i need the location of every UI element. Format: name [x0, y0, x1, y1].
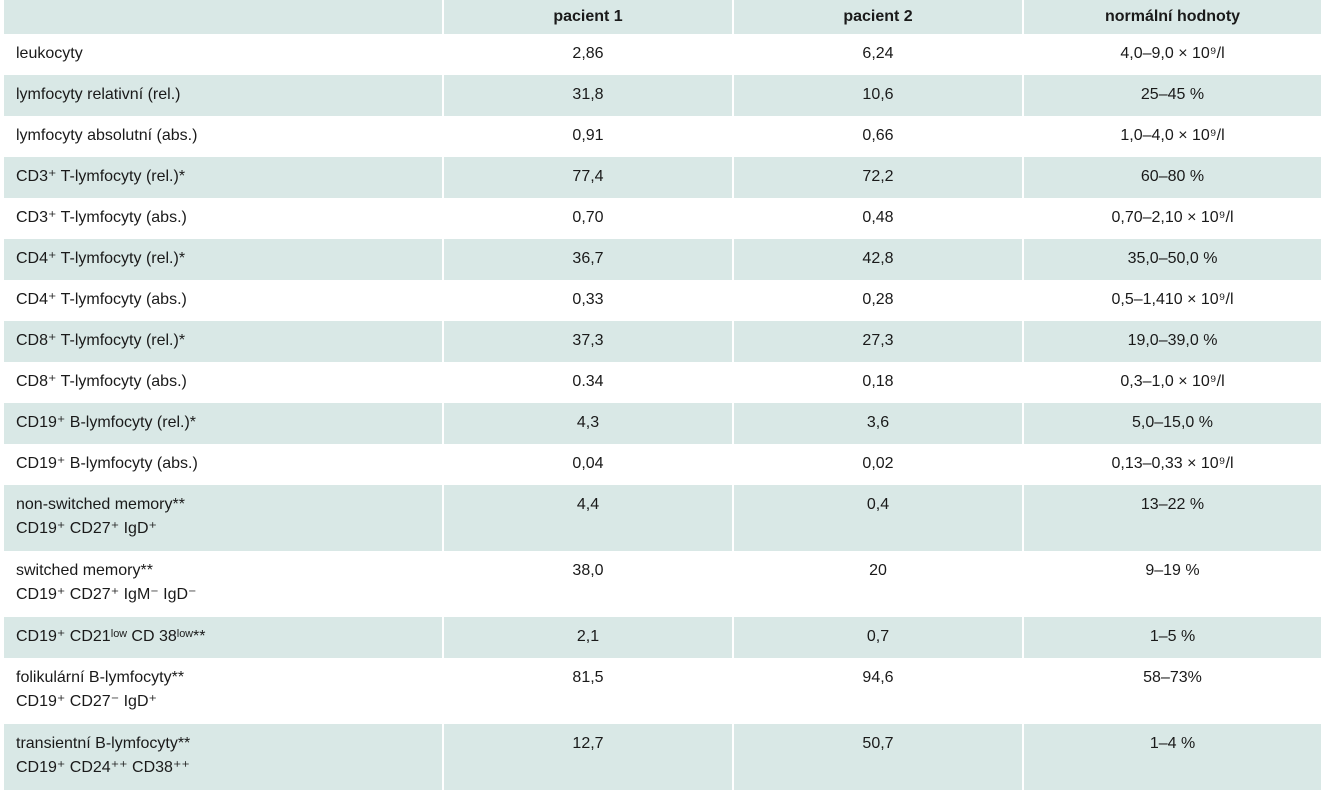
value-cell: 31,8	[442, 75, 733, 116]
value-cell: 0,13–0,33 × 10⁹/l	[1022, 444, 1321, 485]
label-cell: lymfocyty relativní (rel.)	[2, 75, 443, 116]
value-cell: 1–4 %	[1022, 724, 1321, 790]
value-cell: 35,0–50,0 %	[1022, 239, 1321, 280]
header-cell: pacient 1	[442, 0, 733, 34]
label-line: switched memory**	[16, 562, 153, 579]
table-row: lymfocyty relativní (rel.) 31,8 10,6 25–45 …	[2, 75, 1321, 116]
value-cell: 1–5 %	[1022, 617, 1321, 658]
value-cell: 10,6	[732, 75, 1023, 116]
value-cell: 0,91	[442, 116, 733, 157]
value-cell: 0,7	[732, 617, 1023, 658]
table-row: CD19⁺ CD21ˡᵒʷ CD 38ˡᵒʷ** 2,1 0,7 1–5 %	[2, 617, 1321, 658]
label-cell: CD19⁺ B-lymfocyty (abs.)	[2, 444, 443, 485]
value-cell: 27,3	[732, 321, 1023, 362]
table-body: leukocyty 2,86 6,24 4,0–9,0 × 10⁹/l lymfocyt…	[2, 34, 1321, 790]
value-cell: 0,18	[732, 362, 1023, 403]
value-cell: 81,5	[442, 658, 733, 724]
value-cell: 0.34	[442, 362, 733, 403]
label-cell: CD4⁺ T-lymfocyty (abs.)	[2, 280, 443, 321]
value-cell: 4,4	[442, 485, 733, 551]
value-cell: 0,02	[732, 444, 1023, 485]
value-cell: 0,70	[442, 198, 733, 239]
value-cell: 2,86	[442, 34, 733, 75]
label-line: CD19⁺ CD27⁺ IgM⁻ IgD⁻	[16, 586, 197, 603]
table-row: folikulární B-lymfocyty** CD19⁺ CD27⁻ IgD…	[2, 658, 1321, 724]
value-cell: 60–80 %	[1022, 157, 1321, 198]
value-cell: 42,8	[732, 239, 1023, 280]
label-cell: leukocyty	[2, 34, 443, 75]
table-row: CD3⁺ T-lymfocyty (rel.)* 77,4 72,2 60–80 %	[2, 157, 1321, 198]
value-cell: 1,0–4,0 × 10⁹/l	[1022, 116, 1321, 157]
label-cell: switched memory** CD19⁺ CD27⁺ IgM⁻ IgD⁻	[2, 551, 443, 617]
value-cell: 94,6	[732, 658, 1023, 724]
table-row: CD8⁺ T-lymfocyty (rel.)* 37,3 27,3 19,0–39,…	[2, 321, 1321, 362]
value-cell: 0,48	[732, 198, 1023, 239]
value-cell: 0,28	[732, 280, 1023, 321]
label-cell: CD3⁺ T-lymfocyty (rel.)*	[2, 157, 443, 198]
value-cell: 4,3	[442, 403, 733, 444]
value-cell: 37,3	[442, 321, 733, 362]
label-line: CD19⁺ CD24⁺⁺ CD38⁺⁺	[16, 759, 190, 776]
value-cell: 0,70–2,10 × 10⁹/l	[1022, 198, 1321, 239]
table-row: CD4⁺ T-lymfocyty (rel.)* 36,7 42,8 35,0–50,…	[2, 239, 1321, 280]
label-cell: CD3⁺ T-lymfocyty (abs.)	[2, 198, 443, 239]
value-cell: 50,7	[732, 724, 1023, 790]
label-line: non-switched memory**	[16, 496, 185, 513]
value-cell: 20	[732, 551, 1023, 617]
table-row: transientní B-lymfocyty** CD19⁺ CD24⁺⁺ CD…	[2, 724, 1321, 790]
value-cell: 36,7	[442, 239, 733, 280]
value-cell: 0,4	[732, 485, 1023, 551]
value-cell: 0,3–1,0 × 10⁹/l	[1022, 362, 1321, 403]
value-cell: 38,0	[442, 551, 733, 617]
table-row: CD8⁺ T-lymfocyty (abs.) 0.34 0,18 0,3–1,0 ×…	[2, 362, 1321, 403]
value-cell: 13–22 %	[1022, 485, 1321, 551]
value-cell: 72,2	[732, 157, 1023, 198]
label-cell: CD8⁺ T-lymfocyty (rel.)*	[2, 321, 443, 362]
table-row: CD4⁺ T-lymfocyty (abs.) 0,33 0,28 0,5–1,410…	[2, 280, 1321, 321]
value-cell: 77,4	[442, 157, 733, 198]
value-cell: 25–45 %	[1022, 75, 1321, 116]
label-line: transientní B-lymfocyty**	[16, 735, 191, 752]
label-cell: transientní B-lymfocyty** CD19⁺ CD24⁺⁺ CD…	[2, 724, 443, 790]
value-cell: 12,7	[442, 724, 733, 790]
table-row: CD19⁺ B-lymfocyty (rel.)* 4,3 3,6 5,0–15,0 …	[2, 403, 1321, 444]
label-cell: non-switched memory** CD19⁺ CD27⁺ IgD⁺	[2, 485, 443, 551]
table-row: CD3⁺ T-lymfocyty (abs.) 0,70 0,48 0,70–2,10…	[2, 198, 1321, 239]
label-cell: CD19⁺ B-lymfocyty (rel.)*	[2, 403, 443, 444]
value-cell: 3,6	[732, 403, 1023, 444]
value-cell: 58–73%	[1022, 658, 1321, 724]
label-cell: CD19⁺ CD21ˡᵒʷ CD 38ˡᵒʷ**	[2, 617, 443, 658]
label-line: CD19⁺ CD27⁺ IgD⁺	[16, 520, 157, 537]
value-cell: 19,0–39,0 %	[1022, 321, 1321, 362]
value-cell: 5,0–15,0 %	[1022, 403, 1321, 444]
value-cell: 0,5–1,410 × 10⁹/l	[1022, 280, 1321, 321]
value-cell: 0,04	[442, 444, 733, 485]
value-cell: 0,66	[732, 116, 1023, 157]
label-line: CD19⁺ CD27⁻ IgD⁺	[16, 693, 157, 710]
value-cell: 6,24	[732, 34, 1023, 75]
table-row: non-switched memory** CD19⁺ CD27⁺ IgD⁺ 4,4…	[2, 485, 1321, 551]
value-cell: 2,1	[442, 617, 733, 658]
label-cell: lymfocyty absolutní (abs.)	[2, 116, 443, 157]
table-row: lymfocyty absolutní (abs.) 0,91 0,66 1,0–4,…	[2, 116, 1321, 157]
label-line: folikulární B-lymfocyty**	[16, 669, 185, 686]
value-cell: 0,33	[442, 280, 733, 321]
header-row: pacient 1 pacient 2 normální hodnoty	[2, 0, 1321, 34]
table-row: leukocyty 2,86 6,24 4,0–9,0 × 10⁹/l	[2, 34, 1321, 75]
label-cell: CD4⁺ T-lymfocyty (rel.)*	[2, 239, 443, 280]
value-cell: 4,0–9,0 × 10⁹/l	[1022, 34, 1321, 75]
label-cell: CD8⁺ T-lymfocyty (abs.)	[2, 362, 443, 403]
header-cell: normální hodnoty	[1022, 0, 1321, 34]
header-cell	[2, 0, 443, 34]
label-cell: folikulární B-lymfocyty** CD19⁺ CD27⁻ IgD…	[2, 658, 443, 724]
value-cell: 9–19 %	[1022, 551, 1321, 617]
table-row: CD19⁺ B-lymfocyty (abs.) 0,04 0,02 0,13–0,3…	[2, 444, 1321, 485]
table-row: switched memory** CD19⁺ CD27⁺ IgM⁻ IgD⁻ 38…	[2, 551, 1321, 617]
header-cell: pacient 2	[732, 0, 1023, 34]
